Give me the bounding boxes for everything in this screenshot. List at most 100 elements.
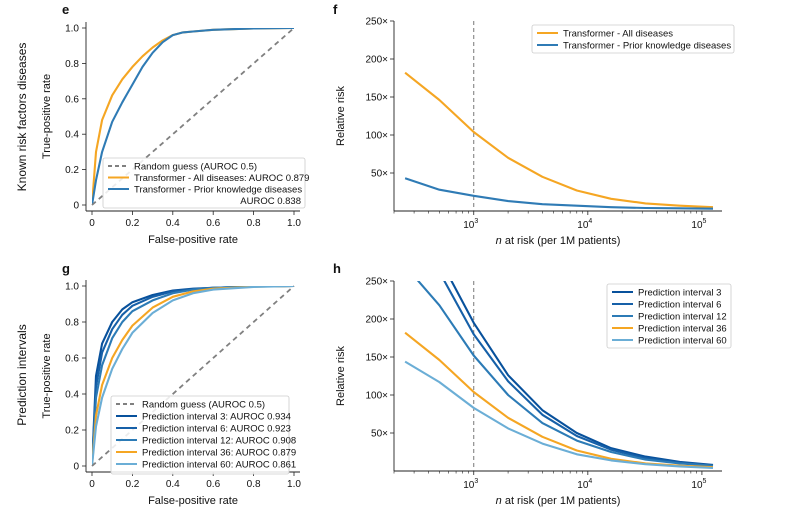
x-tick-exponent: 4 <box>588 218 592 225</box>
series-group <box>92 286 294 466</box>
x-tick-base: 10 <box>691 480 703 491</box>
panel-e-roc-known-risk: 0 0.2 0.4 0.6 0.8 1.0 0 0.2 0.4 0.6 0.8 1.0 False-po… <box>41 22 309 246</box>
x-tick-exponent: 3 <box>474 478 478 485</box>
y-tick-label: 0.6 <box>65 94 79 105</box>
legend-label: Random guess (AUROC 0.5) <box>134 161 257 172</box>
y-tick-label: 0.8 <box>65 59 79 70</box>
x-tick-label: 0.2 <box>125 218 139 229</box>
x-tick-label: 1.0 <box>287 218 301 229</box>
x-tick-label: 105 <box>691 218 706 231</box>
y-tick-label: 1.0 <box>65 282 79 293</box>
x-tick-exponent: 5 <box>703 478 707 485</box>
y-tick-label: 0 <box>73 462 79 473</box>
y-tick-label: 0.6 <box>65 354 79 365</box>
x-tick-label: 0.8 <box>247 218 261 229</box>
legend-label: Transformer - Prior knowledge diseases <box>134 184 302 195</box>
panel-label-e: e <box>62 2 69 17</box>
y-axis-label: True-positive rate <box>41 333 53 418</box>
x-axis-label-n: n <box>496 235 502 247</box>
panel-g-roc-prediction-intervals: 0 0.2 0.4 0.6 0.8 1.0 0 0.2 0.4 0.6 0.8 1.0 False-po… <box>41 280 301 507</box>
x-tick-label: 0 <box>89 479 95 490</box>
series-line-h-1 <box>443 281 714 467</box>
x-tick-label: 1.0 <box>287 479 301 490</box>
series-group <box>92 28 294 205</box>
x-tick-label: 103 <box>463 218 478 231</box>
legend-label: Random guess (AUROC 0.5) <box>142 399 265 410</box>
panel-label-f: f <box>333 2 338 17</box>
legend-label: Prediction interval 12: AUROC 0.908 <box>142 435 296 446</box>
legend-label: Prediction interval 36: AUROC 0.879 <box>142 447 296 458</box>
y-tick-label: 0.4 <box>65 390 79 401</box>
x-tick-base: 10 <box>463 480 475 491</box>
panel-label-h: h <box>333 261 341 276</box>
legend-label: Prediction interval 60: AUROC 0.861 <box>142 459 296 470</box>
y-tick-label: 100× <box>365 391 388 402</box>
x-tick-label: 0.6 <box>206 479 220 490</box>
x-tick-base: 10 <box>577 220 589 231</box>
legend-label: Prediction interval 36 <box>638 323 727 334</box>
x-axis-label-rest: at risk (per 1M patients) <box>502 495 621 507</box>
legend-label: Transformer - All diseases: AUROC 0.879 <box>134 173 309 184</box>
y-tick-label: 50× <box>371 429 388 440</box>
y-tick-label: 150× <box>365 93 388 104</box>
x-tick-label: 0.4 <box>166 218 180 229</box>
series-line-h-0 <box>450 281 714 466</box>
legend-box <box>102 157 306 209</box>
series-line-g-5 <box>92 286 294 466</box>
x-tick-label: 104 <box>577 478 592 491</box>
x-tick-label: 0.2 <box>125 479 139 490</box>
x-tick-label: 105 <box>691 478 706 491</box>
x-tick-exponent: 3 <box>474 218 478 225</box>
x-axis-label: n at risk (per 1M patients) <box>496 235 621 247</box>
x-tick-label: 0.8 <box>247 479 261 490</box>
legend-label-line2: AUROC 0.838 <box>240 196 301 207</box>
series-line-h-3 <box>404 331 714 469</box>
x-tick-label: 104 <box>577 218 592 231</box>
y-tick-label: 200× <box>365 55 388 66</box>
y-tick-label: 0.4 <box>65 130 79 141</box>
y-axis-label: True-positive rate <box>41 74 53 159</box>
legend-label: Prediction interval 6: AUROC 0.923 <box>142 423 291 434</box>
legend-box <box>531 24 735 54</box>
legend-label: Prediction interval 12 <box>638 311 727 322</box>
y-tick-label: 0.2 <box>65 426 79 437</box>
legend-label: Prediction interval 3: AUROC 0.934 <box>142 411 291 422</box>
series-line-e-2 <box>92 28 294 205</box>
legend-e: Random guess (AUROC 0.5)Transformer - Al… <box>102 157 309 209</box>
legend-label: Prediction interval 6 <box>638 299 721 310</box>
y-tick-label: 0.2 <box>65 165 79 176</box>
y-tick-label: 1.0 <box>65 24 79 35</box>
x-tick-label: 0.6 <box>206 218 220 229</box>
x-tick-label: 0.4 <box>166 479 180 490</box>
series-line-h-2 <box>416 281 714 467</box>
legend-box <box>606 283 732 349</box>
y-tick-label: 250× <box>365 17 388 28</box>
x-axis-label: False-positive rate <box>148 495 238 507</box>
legend-label: Transformer - All diseases <box>563 28 673 39</box>
y-axis-label: Relative risk <box>335 346 347 406</box>
y-tick-label: 0 <box>73 201 79 212</box>
legend-label: Prediction interval 3 <box>638 287 721 298</box>
x-tick-exponent: 4 <box>588 478 592 485</box>
x-axis-label: n at risk (per 1M patients) <box>496 495 621 507</box>
legend-box <box>110 395 290 475</box>
panel-label-g: g <box>62 261 70 276</box>
y-tick-label: 250× <box>365 277 388 288</box>
series-line-h-4 <box>404 360 714 470</box>
y-axis-label: Relative risk <box>335 86 347 146</box>
y-tick-label: 50× <box>371 169 388 180</box>
y-tick-label: 200× <box>365 315 388 326</box>
x-tick-label: 103 <box>463 478 478 491</box>
y-tick-label: 150× <box>365 353 388 364</box>
legend-label: Prediction interval 60 <box>638 335 727 346</box>
x-tick-label: 0 <box>89 218 95 229</box>
x-tick-base: 10 <box>691 220 703 231</box>
x-tick-exponent: 5 <box>703 218 707 225</box>
y-tick-label: 100× <box>365 131 388 142</box>
y-tick-label: 0.8 <box>65 318 79 329</box>
